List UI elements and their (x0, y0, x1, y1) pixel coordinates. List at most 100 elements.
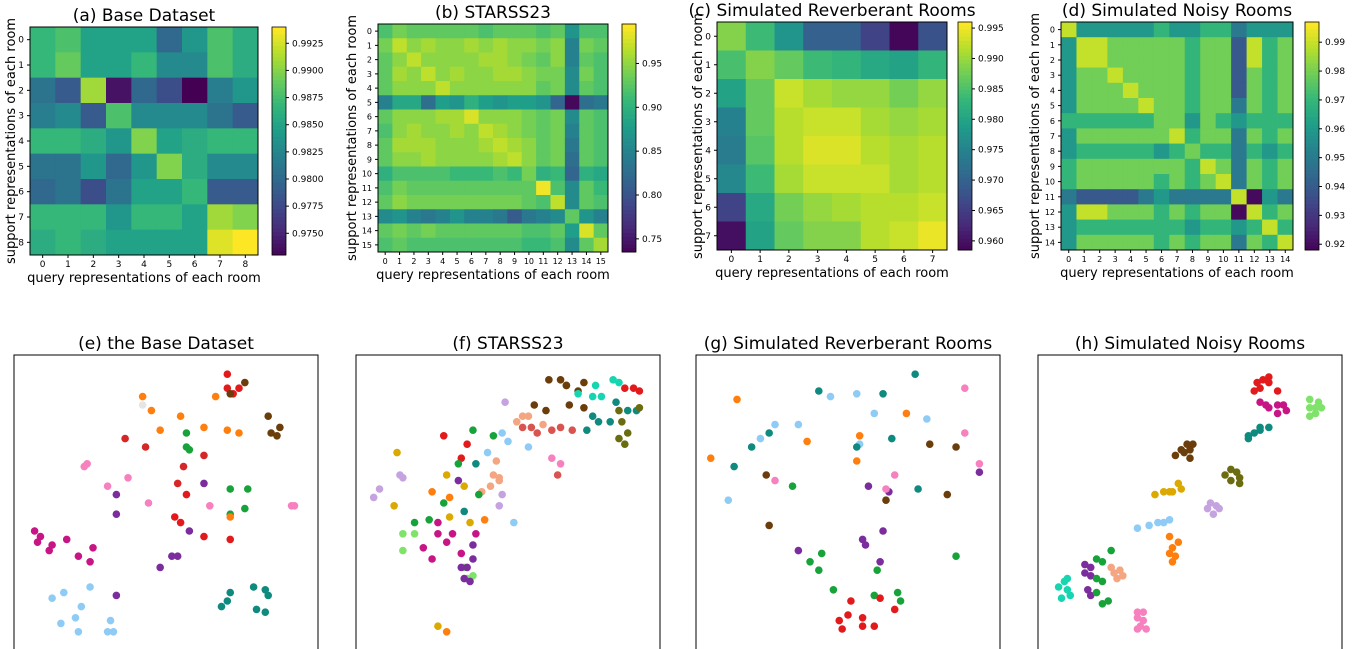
scatter-point (469, 572, 477, 580)
heatmap-cell (464, 66, 480, 82)
heatmap-cell (1076, 189, 1093, 205)
colorbar-segment (622, 153, 636, 158)
heatmap-cell (1231, 219, 1247, 236)
y-tick-label: 4 (18, 137, 24, 147)
y-axis-label: support representations of each room (1028, 13, 1043, 259)
scatter-point (1063, 586, 1072, 594)
heatmap-cell (745, 193, 775, 222)
scatter-point (1189, 440, 1197, 449)
scatter-point (852, 443, 861, 451)
heatmap-cell (536, 195, 551, 210)
scatter-point (518, 412, 527, 421)
heatmap-cell (550, 237, 566, 253)
heatmap-cell (30, 229, 56, 256)
colorbar-segment (272, 72, 286, 77)
colorbar-segment (958, 132, 972, 137)
scatter-point (524, 412, 533, 421)
heatmap-cell (889, 50, 919, 80)
scatter-point (621, 384, 629, 393)
colorbar-segment (272, 91, 286, 96)
heatmap-cell (392, 24, 408, 39)
scatter-point (1273, 409, 1282, 418)
scatter-point (369, 493, 378, 502)
heatmap-cell (1091, 98, 1108, 114)
heatmap-cell (1138, 128, 1155, 144)
heatmap-cell (207, 128, 234, 155)
heatmap-cell (207, 153, 234, 180)
scatter-point (445, 493, 454, 502)
y-tick-label: 3 (367, 70, 372, 79)
scatter-point (472, 460, 480, 468)
heatmap-cell (449, 66, 465, 82)
heatmap-cell (1107, 128, 1124, 144)
scatter-point (1314, 398, 1323, 407)
scatter-point (583, 426, 591, 435)
heatmap-cell (1169, 234, 1186, 251)
y-tick-label: 10 (362, 170, 372, 179)
heatmap-cell (536, 180, 551, 196)
colorbar-segment (1305, 29, 1319, 34)
colorbar-segment (1305, 41, 1319, 46)
heatmap-cell (1153, 52, 1170, 68)
heatmap-cell (1277, 67, 1294, 84)
heatmap-cell (1169, 98, 1186, 114)
heatmap-cell (1246, 113, 1263, 129)
scatter-point (261, 608, 270, 616)
scatter-point (489, 471, 498, 479)
scatter-point (826, 392, 835, 401)
heatmap-cell (550, 109, 566, 125)
colorbar-segment (622, 50, 636, 55)
scatter-point (30, 527, 39, 535)
colorbar-segment (958, 139, 972, 145)
heatmap-cell (232, 128, 259, 155)
scatter-point (74, 628, 83, 636)
x-tick-label: 1 (1082, 255, 1087, 264)
scatter-point (156, 563, 164, 572)
heatmap-cell (435, 195, 451, 210)
heatmap-cell (774, 79, 804, 108)
y-tick-label: 14 (1045, 238, 1055, 247)
heatmap-cell (392, 66, 408, 82)
scatter-point (975, 468, 984, 477)
colorbar-segment (1305, 174, 1319, 179)
heatmap-cell (579, 195, 595, 210)
heatmap-cell (521, 223, 537, 239)
heatmap-cell (421, 237, 436, 253)
heatmap-cell (1231, 22, 1247, 38)
colorbar-segment (958, 166, 972, 171)
x-tick-label: 5 (1144, 255, 1149, 264)
y-tick-label: 11 (362, 184, 372, 193)
scatter-point (1168, 558, 1177, 566)
scatter-point (1244, 434, 1253, 443)
colorbar-segment (1305, 158, 1319, 164)
scatter-panel-1: (f) STARSS23 (355, 334, 661, 649)
colorbar-segment (622, 198, 636, 204)
colorbar-segment (272, 27, 286, 32)
heatmap-cell (406, 109, 422, 125)
heatmap-cell (536, 152, 551, 167)
x-tick-label: 7 (217, 260, 223, 270)
heatmap-cell (564, 209, 580, 224)
heatmap-cell (1169, 67, 1186, 84)
colorbar-segment (1305, 193, 1319, 198)
heatmap-cell (507, 24, 523, 39)
heatmap-cell (550, 180, 566, 196)
heatmap-cell (579, 24, 595, 39)
colorbar-segment (622, 206, 636, 211)
colorbar-tick-label: 0.95 (1325, 154, 1345, 164)
heatmap-cell (55, 179, 82, 205)
heatmap-cell (1215, 22, 1232, 38)
colorbar-segment (622, 248, 636, 253)
heatmap-cell (860, 50, 890, 80)
heatmap-cell (521, 152, 537, 167)
x-tick-label: 12 (553, 257, 563, 266)
y-tick-label: 2 (367, 56, 372, 65)
heatmap-cell (493, 237, 508, 253)
heatmap-cell (1184, 189, 1201, 205)
scatter-point (852, 457, 861, 465)
scatter-point (591, 381, 600, 390)
scatter-point (121, 434, 129, 443)
colorbar-segment (1305, 109, 1319, 114)
heatmap-cell (464, 24, 480, 39)
scatter-point (1086, 563, 1095, 572)
